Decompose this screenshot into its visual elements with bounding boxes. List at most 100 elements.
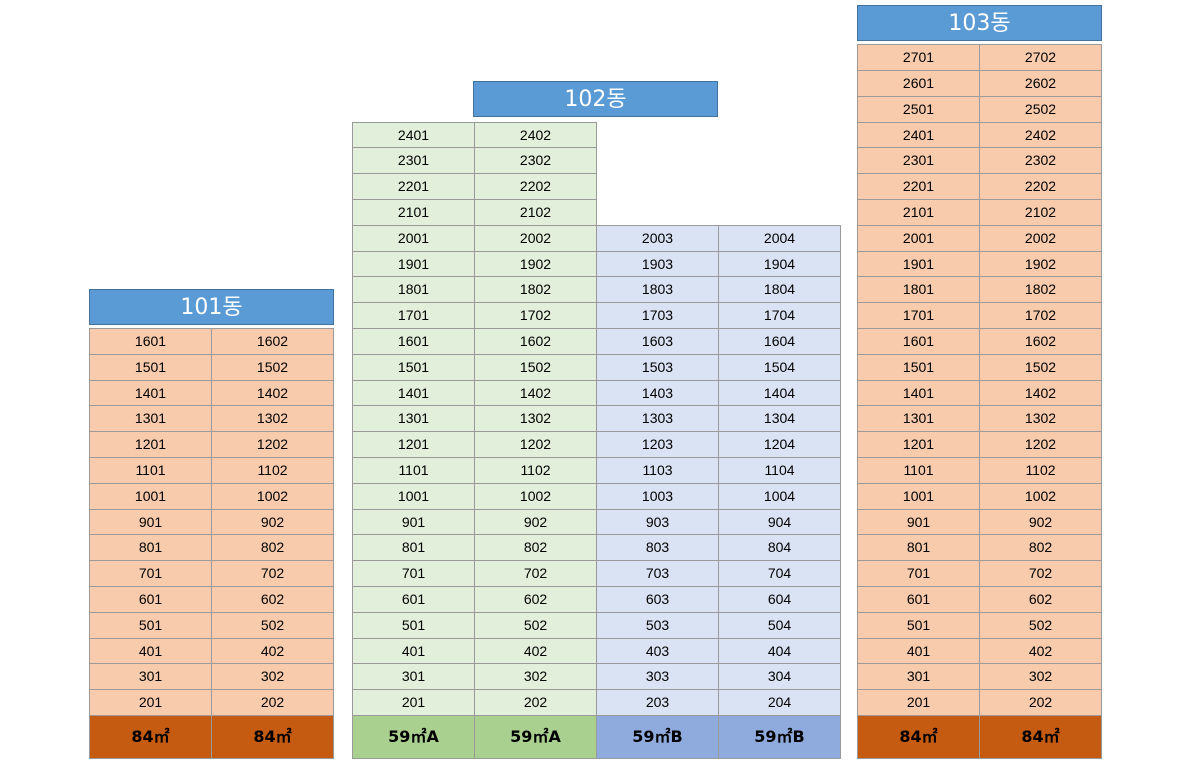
unit-cell: 1101: [857, 457, 980, 484]
unit-cell: 403: [596, 637, 719, 665]
unit-cell: 1303: [596, 405, 719, 433]
unit-cell: 1401: [857, 379, 980, 407]
unit-type-footer: 59㎡B: [718, 715, 841, 759]
unit-cell: 1602: [211, 328, 334, 355]
unit-cell: 1802: [474, 276, 597, 304]
unit-cell: 1301: [352, 405, 475, 433]
unit-cell: 1901: [352, 250, 475, 278]
unit-cell: 302: [474, 663, 597, 691]
unit-cell: 201: [352, 689, 475, 716]
unit-cell: 904: [718, 508, 841, 536]
unit-cell: 504: [718, 611, 841, 639]
unit-cell: 2402: [474, 121, 597, 149]
unit-cell: 1601: [89, 328, 212, 355]
unit-cell: 2101: [352, 199, 475, 226]
unit-cell: 2002: [474, 224, 597, 252]
unit-cell: 2601: [857, 70, 980, 97]
unit-cell: 2201: [352, 173, 475, 200]
unit-cell: 602: [474, 586, 597, 613]
unit-cell: 201: [857, 689, 980, 716]
unit-cell: 1701: [352, 302, 475, 329]
unit-cell: 1501: [352, 353, 475, 381]
unit-cell: 601: [857, 586, 980, 613]
unit-cell: 1102: [979, 457, 1102, 484]
unit-cell: 402: [979, 637, 1102, 665]
unit-cell: 1202: [211, 431, 334, 458]
unit-cell: 1702: [979, 302, 1102, 329]
unit-cell: 1904: [718, 250, 841, 278]
unit-cell: 601: [89, 586, 212, 613]
unit-type-footer: 59㎡B: [596, 715, 719, 759]
unit-cell: 2202: [979, 173, 1102, 200]
unit-cell: 1101: [352, 457, 475, 484]
unit-cell: 2502: [979, 95, 1102, 123]
unit-cell: 702: [211, 560, 334, 587]
unit-cell: 2101: [857, 199, 980, 226]
unit-type-footer: 84㎡: [979, 715, 1102, 759]
unit-cell: 2102: [979, 199, 1102, 226]
unit-cell: 1304: [718, 405, 841, 433]
unit-cell: 1102: [474, 457, 597, 484]
unit-cell: 1402: [979, 379, 1102, 407]
unit-cell: 603: [596, 586, 719, 613]
unit-cell: 802: [474, 534, 597, 562]
unit-cell: 2202: [474, 173, 597, 200]
unit-cell: 1702: [474, 302, 597, 329]
unit-cell: 902: [211, 508, 334, 536]
building-title-103: 103동: [857, 5, 1102, 41]
unit-cell: 1002: [474, 482, 597, 510]
unit-cell: 1404: [718, 379, 841, 407]
unit-type-footer: 59㎡A: [474, 715, 597, 759]
unit-cell: 1604: [718, 328, 841, 355]
unit-cell: 1201: [857, 431, 980, 458]
unit-cell: 1202: [979, 431, 1102, 458]
unit-cell: 901: [352, 508, 475, 536]
unit-cell: 2501: [857, 95, 980, 123]
unit-cell: 2201: [857, 173, 980, 200]
unit-cell: 2004: [718, 224, 841, 252]
unit-cell: 1202: [474, 431, 597, 458]
unit-cell: 702: [474, 560, 597, 587]
unit-cell: 901: [89, 508, 212, 536]
unit-cell: 2401: [352, 121, 475, 149]
unit-cell: 1402: [474, 379, 597, 407]
unit-cell: 1801: [857, 276, 980, 304]
unit-cell: 804: [718, 534, 841, 562]
unit-cell: 1502: [979, 353, 1102, 381]
unit-cell: 1901: [857, 250, 980, 278]
unit-cell: 803: [596, 534, 719, 562]
unit-cell: 301: [857, 663, 980, 691]
unit-cell: 2301: [857, 147, 980, 175]
unit-cell: 1402: [211, 379, 334, 407]
unit-cell: 802: [979, 534, 1102, 562]
unit-cell: 2401: [857, 121, 980, 149]
unit-cell: 1802: [979, 276, 1102, 304]
unit-cell: 2001: [352, 224, 475, 252]
unit-cell: 1302: [211, 405, 334, 433]
unit-cell: 1501: [89, 353, 212, 381]
unit-cell: 802: [211, 534, 334, 562]
unit-cell: 801: [352, 534, 475, 562]
unit-cell: 1203: [596, 431, 719, 458]
unit-cell: 401: [857, 637, 980, 665]
unit-cell: 704: [718, 560, 841, 587]
unit-cell: 1002: [979, 482, 1102, 510]
unit-cell: 903: [596, 508, 719, 536]
unit-cell: 502: [211, 611, 334, 639]
unit-cell: 304: [718, 663, 841, 691]
unit-cell: 1503: [596, 353, 719, 381]
unit-cell: 1003: [596, 482, 719, 510]
unit-type-footer: 84㎡: [89, 715, 212, 759]
unit-cell: 1602: [474, 328, 597, 355]
unit-cell: 1103: [596, 457, 719, 484]
unit-cell: 2102: [474, 199, 597, 226]
unit-type-footer: 59㎡A: [352, 715, 475, 759]
unit-cell: 1601: [352, 328, 475, 355]
unit-cell: 1502: [474, 353, 597, 381]
unit-cell: 902: [979, 508, 1102, 536]
unit-cell: 302: [979, 663, 1102, 691]
unit-cell: 1001: [89, 482, 212, 510]
unit-cell: 401: [89, 637, 212, 665]
unit-cell: 302: [211, 663, 334, 691]
unit-cell: 1601: [857, 328, 980, 355]
